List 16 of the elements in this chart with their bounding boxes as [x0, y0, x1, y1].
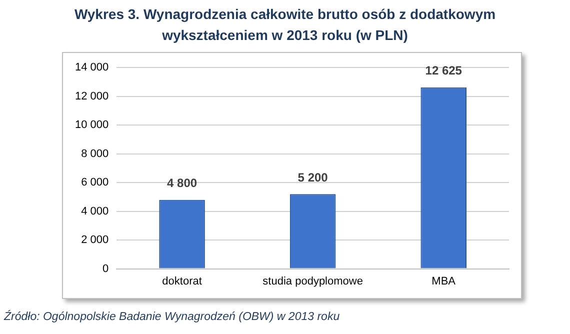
y-tick-label: 4 000	[81, 205, 109, 218]
y-tick-label: 10 000	[74, 119, 109, 132]
data-label: 4 800	[167, 176, 198, 190]
x-tick-label: doktorat	[162, 275, 202, 288]
data-label: 12 625	[425, 64, 462, 78]
y-tick-label: 14 000	[74, 62, 109, 74]
y-tick-label: 12 000	[74, 90, 109, 102]
chart-title: Wykres 3. Wynagrodzenia całkowite brutto osób z dodatkowym wykształceniem w 2013 roku (w PLN)	[73, 5, 497, 45]
y-tick-label: 0	[102, 262, 109, 275]
y-tick-label: 6 000	[81, 176, 109, 189]
y-tick-label: 2 000	[81, 234, 109, 246]
y-tick-label: 8 000	[81, 148, 109, 160]
x-tick-label: MBA	[432, 275, 456, 288]
data-label: 5 200	[298, 170, 328, 184]
text: Źródło: Ogólnopolskie Badanie Wynagrodzeń (OBW) w 2013 roku	[4, 311, 340, 323]
x-tick-label: studia podyplomowe	[262, 275, 363, 288]
